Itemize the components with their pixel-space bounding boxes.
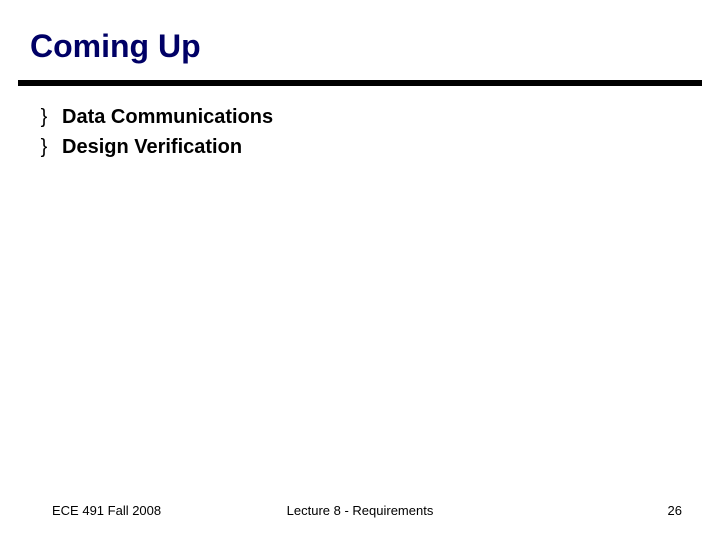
list-item: } Data Communications: [34, 104, 273, 130]
slide: Coming Up } Data Communications } Design…: [0, 0, 720, 540]
bullet-list: } Data Communications } Design Verificat…: [34, 104, 273, 164]
list-item: } Design Verification: [34, 134, 273, 160]
slide-title: Coming Up: [30, 28, 201, 65]
bullet-text: Design Verification: [62, 134, 242, 160]
title-underline-rule: [18, 80, 702, 86]
bullet-marker-icon: }: [34, 104, 54, 130]
footer-page-number: 26: [668, 503, 682, 518]
bullet-marker-icon: }: [34, 134, 54, 160]
footer-center-text: Lecture 8 - Requirements: [0, 503, 720, 518]
slide-footer: ECE 491 Fall 2008 Lecture 8 - Requiremen…: [0, 498, 720, 518]
bullet-text: Data Communications: [62, 104, 273, 130]
